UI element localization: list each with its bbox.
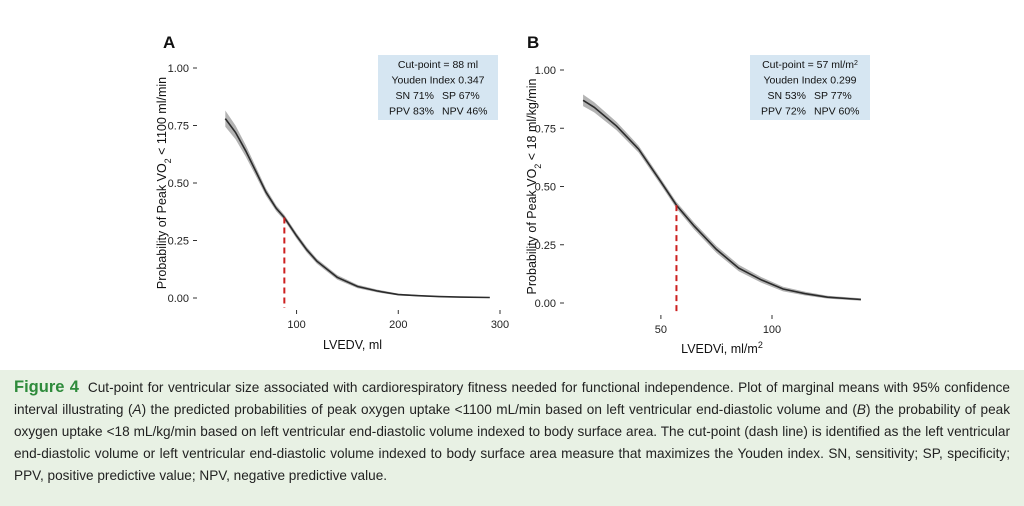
y-tick-label: 1.00 <box>535 65 556 77</box>
chart-panel-a: A 0.00 0.25 0.50 0.75 1.00 100 200 300 LVEDV, ml P… <box>155 33 509 352</box>
annotation-text: Youden Index 0.347 <box>391 75 484 87</box>
x-tick-label: 100 <box>287 319 305 331</box>
annotation-text: SN 71% <box>395 90 434 102</box>
probability-curve <box>224 118 490 299</box>
y-tick-label: 0.75 <box>168 121 189 133</box>
confidence-band <box>583 94 861 301</box>
annotation-text: NPV 60% <box>814 106 860 118</box>
annotation-box <box>378 55 498 120</box>
y-tick-label: 0.25 <box>535 240 556 252</box>
x-tick-label: 200 <box>389 319 407 331</box>
caption-text: Cut-point for ventricular size associate… <box>14 380 1011 483</box>
x-tick-label: 50 <box>655 324 667 336</box>
annotation-text: SP 67% <box>442 90 480 102</box>
y-tick-label: 0.50 <box>535 182 556 194</box>
annotation-text: Cut-point = 88 ml <box>398 59 478 71</box>
annotation-text: NPV 46% <box>442 106 488 118</box>
probability-curve <box>582 99 861 301</box>
annotation-text: PPV 72% <box>761 106 806 118</box>
y-tick-label: 0.00 <box>535 298 556 310</box>
confidence-band <box>225 110 490 298</box>
y-axis-title: Probability of Peak VO2 < 1100 ml/min <box>155 77 173 289</box>
annotation-box <box>750 55 870 120</box>
x-axis-title: LVEDV, ml <box>323 338 382 352</box>
annotation-text: PPV 83% <box>389 106 434 118</box>
y-tick-label: 0.25 <box>168 236 189 248</box>
y-tick-label: 1.00 <box>168 63 189 75</box>
plots-area: A 0.00 0.25 0.50 0.75 1.00 100 200 300 LVEDV, ml P… <box>0 0 1024 370</box>
panel-letter: A <box>163 33 175 52</box>
annotation-text: SN 53% <box>767 90 806 102</box>
annotation-text: SP 77% <box>814 90 852 102</box>
x-axis-title: LVEDVi, ml/m2 <box>681 340 763 356</box>
figure-label: Figure 4 <box>14 378 79 396</box>
x-tick-label: 100 <box>763 324 781 336</box>
y-axis-title: Probability of Peak VO2 < 18 ml/kg/min <box>525 79 543 295</box>
panel-letter: B <box>527 33 539 52</box>
figure-caption: Figure 4 Cut-point for ventricular size … <box>14 376 1010 487</box>
y-tick-label: 0.50 <box>168 178 189 190</box>
y-tick-label: 0.00 <box>168 293 189 305</box>
annotation-text: Cut-point = 57 ml/m2 <box>762 59 858 71</box>
x-tick-label: 300 <box>491 319 509 331</box>
y-tick-label: 0.75 <box>535 123 556 135</box>
annotation-text: Youden Index 0.299 <box>763 75 856 87</box>
